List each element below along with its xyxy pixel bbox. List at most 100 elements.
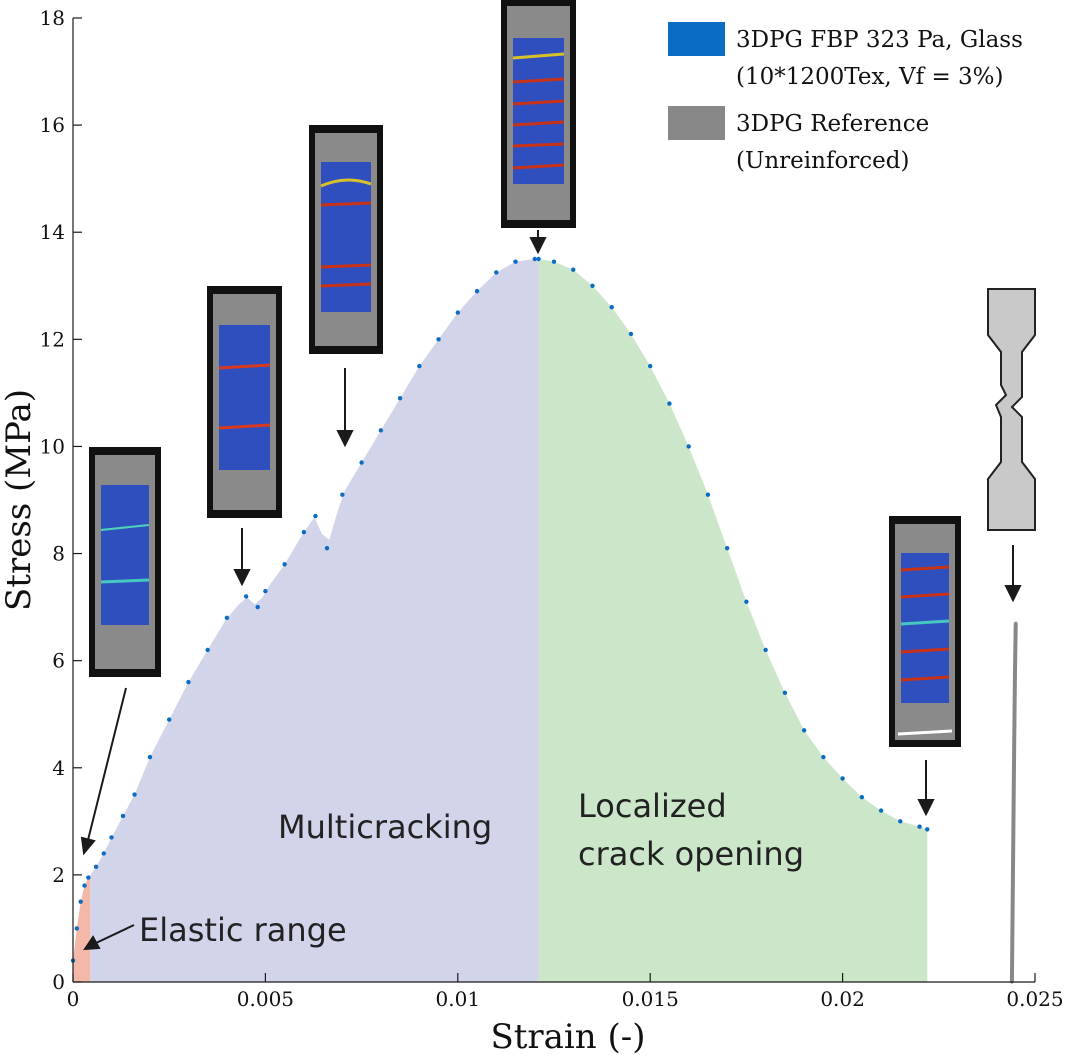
region-labels: Elastic range Multicracking Localized crack…: [139, 787, 804, 949]
x-tick-label-5: 0.025: [1006, 987, 1063, 1011]
glass-point-26: [397, 396, 403, 401]
legend-swatch-reference: [668, 106, 725, 140]
glass-point-53: [898, 819, 903, 824]
glass-point-18: [263, 588, 268, 594]
x-tick-label-1: 0.005: [237, 987, 294, 1011]
axes: 0 2 4 6 8 10 12 14 16 18 0 0.005 0.01 0.015 0.02 0.025 S…: [0, 6, 1064, 1057]
legend-label-glass-line2: (10*1200Tex, Vf = 3%): [736, 64, 1004, 90]
glass-point-13: [186, 679, 191, 685]
regions-layer: [73, 259, 928, 982]
y-tick-label-6: 12: [40, 327, 65, 351]
legend-label-reference-line2: (Unreinforced): [736, 148, 910, 174]
glass-point-36: [571, 267, 576, 272]
glass-point-19: [282, 562, 287, 567]
glass-point-37: [590, 283, 595, 288]
glass-point-21: [313, 513, 318, 519]
reference-specimen-icon: [987, 288, 1036, 531]
glass-point-17: [255, 604, 260, 610]
glass-point-34: [536, 256, 541, 262]
reference-point-3: [1011, 819, 1016, 823]
y-tick-label-7: 14: [40, 220, 65, 244]
glass-point-9: [120, 813, 126, 819]
glass-point-11: [147, 754, 153, 760]
x-tick-label-2: 0.01: [436, 987, 481, 1011]
reference-point-5: [1013, 669, 1017, 673]
glass-point-6: [93, 864, 99, 870]
glass-point-28: [436, 337, 441, 342]
x-tick-label-4: 0.02: [820, 987, 865, 1011]
glass-point-12: [167, 717, 172, 722]
glass-point-47: [782, 690, 788, 695]
y-tick-label-4: 8: [52, 542, 65, 566]
region-label-localized-line2: crack opening: [578, 835, 804, 873]
glass-point-48: [801, 728, 807, 733]
glass-point-8: [109, 835, 114, 840]
x-tick-label-3: 0.015: [622, 987, 679, 1011]
glass-point-50: [840, 776, 845, 781]
specimen-image-4: [501, 0, 576, 228]
region-1: [73, 874, 91, 982]
glass-point-40: [648, 363, 653, 369]
specimen-insets: [89, 0, 1036, 747]
region-label-elastic: Elastic range: [139, 911, 347, 949]
series-layer: [70, 256, 1018, 984]
y-tick-label-0: 0: [52, 970, 65, 994]
glass-point-14: [205, 647, 210, 653]
glass-point-51: [859, 795, 865, 800]
legend-label-glass-line1: 3DPG FBP 323 Pa, Glass: [736, 27, 1023, 53]
glass-point-25: [378, 428, 384, 433]
glass-point-4: [82, 883, 87, 888]
glass-point-54: [917, 824, 922, 829]
arrow-to-elastic-limit: [80, 687, 127, 856]
glass-point-38: [609, 305, 614, 310]
glass-point-23: [340, 492, 345, 497]
region-label-localized-line1: Localized: [578, 787, 727, 825]
glass-point-29: [455, 310, 460, 315]
glass-point-39: [628, 331, 634, 337]
region-3: [538, 259, 928, 982]
y-tick-label-1: 2: [52, 863, 65, 887]
glass-point-2: [74, 926, 80, 931]
legend: 3DPG FBP 323 Pa, Glass (10*1200Tex, Vf = …: [668, 22, 1023, 174]
glass-point-24: [359, 460, 364, 465]
glass-point-49: [821, 754, 826, 760]
specimen-image-2: [207, 286, 282, 518]
glass-point-52: [878, 808, 884, 813]
glass-point-31: [494, 270, 499, 275]
glass-point-46: [763, 647, 768, 653]
y-tick-label-2: 4: [52, 756, 65, 780]
glass-point-42: [686, 444, 691, 449]
glass-point-55: [925, 827, 930, 832]
x-tick-label-0: 0: [67, 987, 80, 1011]
glass-point-5: [86, 875, 91, 880]
annotation-arrows: [80, 230, 1022, 951]
x-axis-label: Strain (-): [490, 1017, 645, 1057]
y-tick-label-9: 18: [40, 6, 65, 30]
arrow-specimen-3: [336, 368, 354, 448]
glass-point-35: [551, 259, 557, 264]
glass-point-7: [101, 851, 106, 856]
y-tick-label-3: 6: [52, 649, 65, 673]
reference-point-4: [1012, 739, 1016, 743]
glass-point-32: [513, 259, 518, 264]
reference-series-line: [1009, 623, 1018, 983]
glass-point-16: [243, 594, 249, 599]
legend-swatch-glass: [668, 22, 725, 56]
region-2: [90, 259, 539, 982]
glass-point-15: [224, 615, 230, 621]
specimen-image-1: [89, 447, 161, 677]
y-tick-label-5: 10: [40, 434, 65, 458]
glass-point-30: [474, 288, 480, 294]
glass-point-20: [301, 529, 307, 535]
glass-point-44: [724, 546, 730, 551]
y-axis-label: Stress (MPa): [0, 389, 39, 611]
specimen-image-3: [309, 125, 383, 354]
glass-point-27: [417, 363, 422, 369]
glass-point-10: [132, 792, 137, 797]
arrow-specimen-4: [529, 230, 547, 255]
glass-point-3: [78, 899, 83, 904]
glass-point-22: [324, 546, 330, 551]
glass-point-43: [705, 492, 711, 497]
glass-point-41: [667, 401, 672, 406]
